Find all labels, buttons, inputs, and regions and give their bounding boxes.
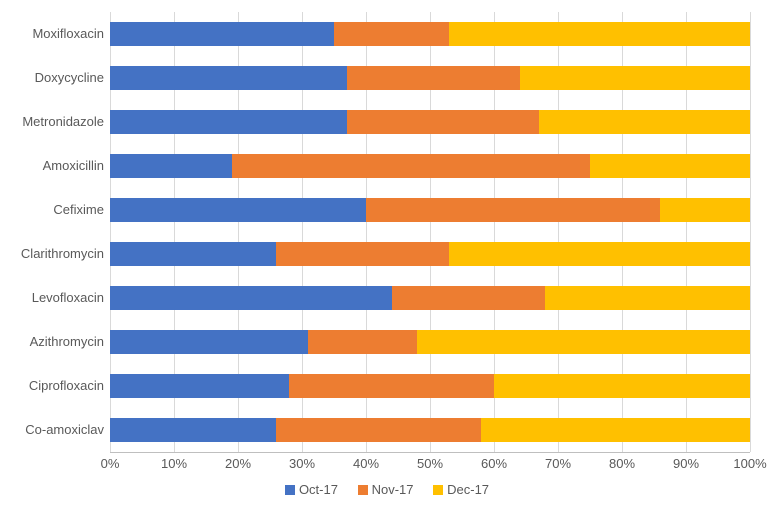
bar-segment: [276, 242, 449, 266]
bar-row: [110, 286, 750, 310]
bar-segment: [110, 374, 289, 398]
x-axis-line: [110, 452, 750, 453]
bar-segment: [545, 286, 750, 310]
x-axis-label: 90%: [673, 456, 699, 471]
bar-segment: [232, 154, 590, 178]
plot-area: [110, 12, 750, 452]
legend-item-nov: Nov-17: [358, 482, 414, 497]
bar-row: [110, 242, 750, 266]
legend-swatch: [285, 485, 295, 495]
bar-row: [110, 374, 750, 398]
bar-segment: [110, 198, 366, 222]
bar-segment: [289, 374, 494, 398]
bar-segment: [449, 242, 750, 266]
bar-row: [110, 22, 750, 46]
bar-segment: [110, 22, 334, 46]
bar-segment: [494, 374, 750, 398]
bar-row: [110, 198, 750, 222]
y-axis-label: Levofloxacin: [4, 286, 104, 310]
bar-segment: [449, 22, 750, 46]
x-axis-label: 80%: [609, 456, 635, 471]
bar-segment: [660, 198, 750, 222]
bar-segment: [539, 110, 750, 134]
bar-segment: [308, 330, 417, 354]
y-axis-label: Azithromycin: [4, 330, 104, 354]
y-axis-label: Moxifloxacin: [4, 22, 104, 46]
x-axis-label: 70%: [545, 456, 571, 471]
bar-segment: [110, 330, 308, 354]
bar-segment: [110, 66, 347, 90]
y-axis-label: Co-amoxiclav: [4, 418, 104, 442]
bar-segment: [110, 418, 276, 442]
x-axis-label: 60%: [481, 456, 507, 471]
bar-segment: [347, 110, 539, 134]
legend-label: Nov-17: [372, 482, 414, 497]
bar-segment: [110, 286, 392, 310]
bar-segment: [276, 418, 481, 442]
y-axis-label: Cefixime: [4, 198, 104, 222]
x-axis-label: 20%: [225, 456, 251, 471]
bar-segment: [590, 154, 750, 178]
bar-row: [110, 110, 750, 134]
legend-swatch: [358, 485, 368, 495]
legend-label: Dec-17: [447, 482, 489, 497]
bar-segment: [110, 242, 276, 266]
bar-segment: [520, 66, 750, 90]
stacked-bar-chart: Moxifloxacin Doxycycline Metronidazole Amox…: [0, 0, 774, 512]
y-axis-label: Clarithromycin: [4, 242, 104, 266]
x-axis-label: 30%: [289, 456, 315, 471]
bar-segment: [481, 418, 750, 442]
bar-row: [110, 154, 750, 178]
y-axis-label: Ciprofloxacin: [4, 374, 104, 398]
bar-segment: [347, 66, 520, 90]
bar-row: [110, 330, 750, 354]
x-axis-label: 0%: [101, 456, 120, 471]
bar-segment: [334, 22, 449, 46]
bar-segment: [110, 110, 347, 134]
legend-swatch: [433, 485, 443, 495]
x-axis-label: 50%: [417, 456, 443, 471]
legend-label: Oct-17: [299, 482, 338, 497]
bar-row: [110, 66, 750, 90]
bar-segment: [392, 286, 546, 310]
legend: Oct-17 Nov-17 Dec-17: [0, 482, 774, 498]
y-axis-label: Metronidazole: [4, 110, 104, 134]
x-axis-label: 10%: [161, 456, 187, 471]
legend-item-dec: Dec-17: [433, 482, 489, 497]
bar-segment: [417, 330, 750, 354]
y-axis-label: Doxycycline: [4, 66, 104, 90]
bar-segment: [110, 154, 232, 178]
x-axis-label: 100%: [733, 456, 766, 471]
bar-row: [110, 418, 750, 442]
y-axis-label: Amoxicillin: [4, 154, 104, 178]
bar-segment: [366, 198, 660, 222]
x-axis-label: 40%: [353, 456, 379, 471]
legend-item-oct: Oct-17: [285, 482, 338, 497]
grid-line: [750, 12, 751, 452]
